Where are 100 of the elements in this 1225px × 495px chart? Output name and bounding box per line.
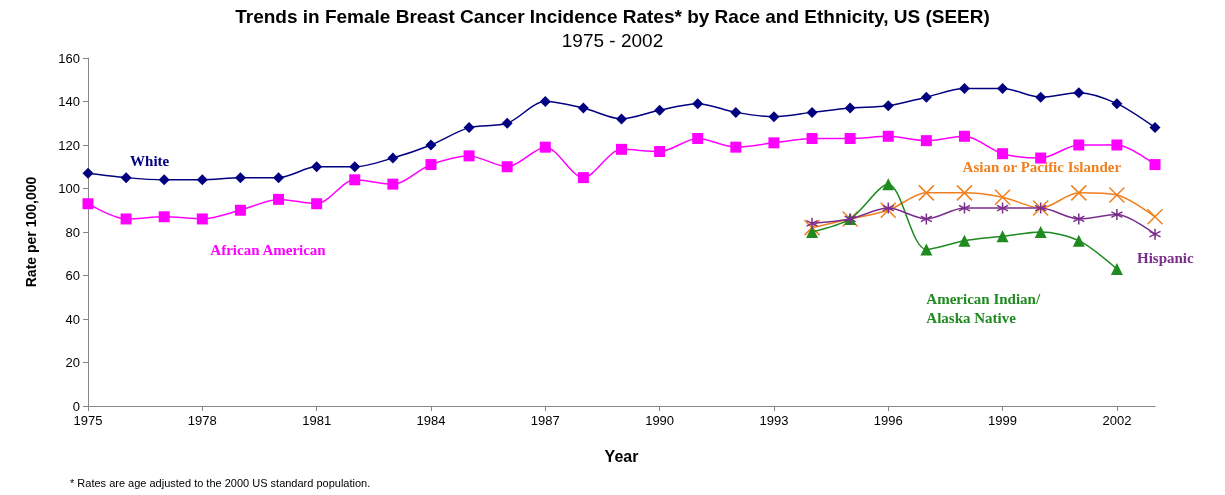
- point: [120, 172, 132, 184]
- point: [956, 184, 973, 202]
- point: [882, 130, 894, 142]
- point: [806, 226, 819, 238]
- point: [539, 141, 551, 153]
- y-tick-label: 0: [72, 398, 80, 414]
- point: [958, 234, 971, 247]
- text: * Rates are age adjusted to the 2000 US standard population.: [70, 476, 371, 489]
- point: [577, 102, 589, 114]
- point: [349, 161, 361, 173]
- point: [768, 111, 780, 123]
- point: [616, 113, 627, 125]
- point: [997, 148, 1009, 160]
- point: [1072, 234, 1085, 247]
- series-label: Hispanic: [1137, 249, 1195, 266]
- point: [1035, 91, 1047, 103]
- point: [1146, 208, 1164, 226]
- series-label: Asian or Pacific Islander: [962, 158, 1122, 175]
- point: [1108, 186, 1126, 204]
- chart-title: Trends in Female Breast Cancer Incidence Rates* by Race and Ethnicity, US (SEER): [235, 6, 990, 27]
- point: [1034, 226, 1047, 238]
- point: [1070, 184, 1088, 202]
- point: [806, 132, 818, 144]
- y-tick-label: 160: [58, 50, 80, 66]
- point: [882, 100, 894, 112]
- point: [844, 132, 856, 144]
- point: [1072, 212, 1086, 226]
- point: [82, 198, 94, 210]
- point: [463, 150, 475, 162]
- point: [425, 139, 437, 151]
- x-tick-label: 1999: [988, 413, 1018, 428]
- point: [920, 135, 932, 147]
- point: [844, 102, 856, 114]
- point: [387, 178, 399, 190]
- point: [692, 98, 704, 110]
- point: [196, 174, 208, 186]
- x-axis-title: Year: [604, 447, 639, 465]
- point: [616, 143, 627, 155]
- point: [273, 172, 285, 184]
- point: [1110, 262, 1123, 275]
- point: [82, 167, 94, 179]
- x-tick-label: 1984: [416, 413, 446, 428]
- point: [1111, 98, 1123, 110]
- point: [158, 211, 170, 223]
- x-tick-label: 1975: [73, 413, 103, 428]
- text: American Indian/ Alaska Native: [926, 290, 1044, 326]
- point: [349, 174, 361, 186]
- point: [158, 174, 170, 186]
- point: [234, 204, 246, 216]
- y-tick-label: 80: [65, 224, 80, 240]
- point: [654, 146, 666, 158]
- point: [539, 96, 551, 107]
- y-tick-label: 20: [65, 355, 80, 370]
- y-tick-label: 60: [65, 268, 80, 283]
- point: [1149, 122, 1161, 134]
- point: [958, 130, 970, 142]
- point: [958, 201, 971, 215]
- y-tick-label: 140: [58, 94, 80, 109]
- point: [234, 172, 246, 184]
- y-tick-label: 100: [58, 181, 80, 196]
- x-tick-label: 1981: [302, 413, 332, 428]
- point: [1110, 208, 1124, 221]
- point: [882, 201, 895, 215]
- point: [501, 117, 513, 129]
- point: [311, 198, 323, 210]
- point: [994, 188, 1011, 206]
- x-tick-label: 2002: [1102, 413, 1132, 428]
- point: [501, 161, 513, 173]
- point: [996, 230, 1009, 243]
- point: [806, 106, 818, 118]
- y-tick-label: 120: [58, 137, 80, 153]
- point: [730, 106, 742, 118]
- point: [1149, 159, 1161, 171]
- point: [768, 137, 780, 149]
- point: [196, 213, 208, 225]
- point: [463, 122, 475, 134]
- x-tick-label: 1987: [530, 413, 560, 428]
- point: [425, 159, 437, 171]
- point: [311, 161, 323, 173]
- point: [958, 82, 970, 94]
- point: [803, 219, 821, 236]
- point: [120, 213, 132, 225]
- point: [654, 104, 666, 116]
- x-tick-label: 1978: [187, 413, 217, 428]
- y-axis-title: Rate per 100,000: [23, 176, 39, 288]
- chart-subtitle: 1975 - 2002: [561, 30, 664, 51]
- point: [805, 217, 819, 230]
- series-label: White: [130, 153, 170, 170]
- y-tick-label: 40: [65, 311, 80, 327]
- point: [920, 212, 933, 226]
- point: [920, 243, 933, 256]
- point: [918, 184, 935, 202]
- point: [1111, 139, 1123, 151]
- point: [880, 202, 897, 219]
- point: [692, 132, 704, 144]
- point: [1073, 139, 1085, 151]
- point: [273, 193, 285, 205]
- x-tick-label: 1990: [645, 413, 675, 428]
- point: [997, 82, 1009, 94]
- point: [882, 178, 895, 191]
